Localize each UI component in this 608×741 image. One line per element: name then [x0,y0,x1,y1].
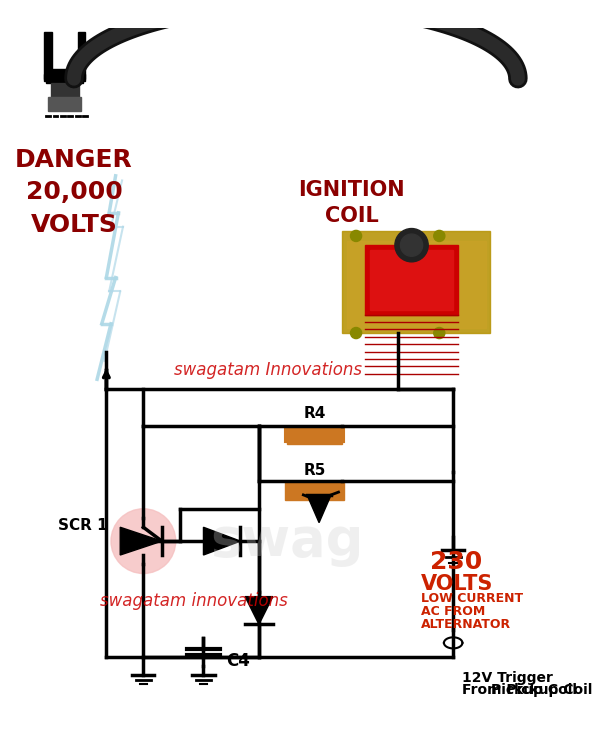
Circle shape [434,230,445,242]
Bar [44,33,52,79]
Text: C4: C4 [227,652,250,671]
Bar [285,481,344,499]
Circle shape [351,230,362,242]
Text: ALTERNATOR: ALTERNATOR [421,618,511,631]
Text: swag: swag [210,515,364,567]
Polygon shape [245,597,273,625]
Text: COIL: COIL [325,206,378,226]
Circle shape [434,328,445,339]
Bar [46,70,83,83]
Text: 20,000: 20,000 [26,181,122,205]
Text: LOW CURRENT: LOW CURRENT [421,592,523,605]
Bar [287,425,342,444]
Text: R4: R4 [303,406,326,421]
Circle shape [111,509,176,574]
Bar [342,231,490,333]
Polygon shape [120,528,162,555]
Bar [44,74,85,82]
Bar [285,428,344,442]
Polygon shape [204,528,240,555]
Circle shape [395,228,428,262]
Text: AC FROM: AC FROM [421,605,485,618]
Bar [347,241,486,328]
Text: SCR 1: SCR 1 [58,518,108,533]
Text: R5: R5 [303,463,326,478]
Text: swagatam Innovations: swagatam Innovations [174,361,362,379]
Text: VOLTS: VOLTS [421,574,493,594]
Text: Pickup Coil: Pickup Coil [491,683,577,697]
Bar [51,83,78,97]
Bar [48,97,81,111]
Circle shape [401,234,423,256]
Text: VOLTS: VOLTS [30,213,117,237]
Bar [78,33,85,79]
Text: IGNITION: IGNITION [298,181,405,201]
Bar [370,250,453,310]
Text: swagatam innovations: swagatam innovations [100,592,288,610]
Polygon shape [307,495,331,522]
Text: From Pickup Coil: From Pickup Coil [463,683,593,697]
Text: 12V Trigger: 12V Trigger [463,671,553,685]
Text: 230: 230 [430,551,482,574]
Bar [365,245,458,314]
Text: DANGER: DANGER [15,148,133,172]
Circle shape [351,328,362,339]
